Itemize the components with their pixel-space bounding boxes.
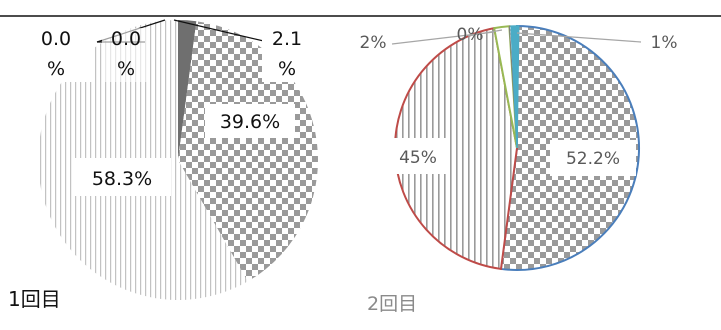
pie-chart-2: 2% 0% 1% 52.2% 45% 2回目 (360, 24, 678, 315)
pie1-slice-2.1 (178, 20, 197, 160)
pie1-caption: 1回目 (8, 287, 61, 311)
pie1-label-2.1-line2: % (278, 58, 296, 80)
pie-chart-1: 0.0 % 0.0 % 2.1 % 39.6% 58.3% 1回目 (8, 19, 318, 311)
pie1-label-2.1-line1: 2.1 (272, 28, 302, 50)
pie2-leader-0pct (467, 29, 503, 37)
pie1-label-0.0-a-line1: 0.0 (41, 28, 71, 50)
pie1-label-box-4 (205, 104, 295, 138)
pie2-label-52.2: 52.2% (566, 149, 620, 169)
pie1-label-box-3 (262, 28, 312, 82)
pie2-slice-1 (510, 25, 520, 149)
pie1-label-0.0-a-line2: % (47, 58, 65, 80)
pie2-label-box-45 (388, 138, 448, 174)
pie2-leader-1pct (516, 32, 642, 43)
pie2-caption: 2回目 (367, 293, 417, 315)
pie1-label-39.6: 39.6% (220, 111, 280, 133)
pie2-label-45: 45% (399, 148, 437, 168)
pie1-label-0.0-b-line1: 0.0 (111, 28, 141, 50)
pie2-label-2: 2% (360, 33, 387, 53)
pie2-label-box-52 (550, 140, 636, 176)
pie1-label-58.3: 58.3% (92, 168, 152, 190)
pie1-label-box-5 (73, 158, 171, 196)
pie1-leader-3 (173, 19, 269, 43)
pie1-label-0.0-b-line2: % (117, 58, 135, 80)
pie1-slice-39.6 (178, 21, 318, 282)
pie1-label-box-2 (102, 28, 148, 82)
pie2-label-1: 1% (651, 33, 678, 53)
pie2-label-0: 0% (457, 25, 484, 45)
pie1-label-box-1 (32, 28, 92, 82)
